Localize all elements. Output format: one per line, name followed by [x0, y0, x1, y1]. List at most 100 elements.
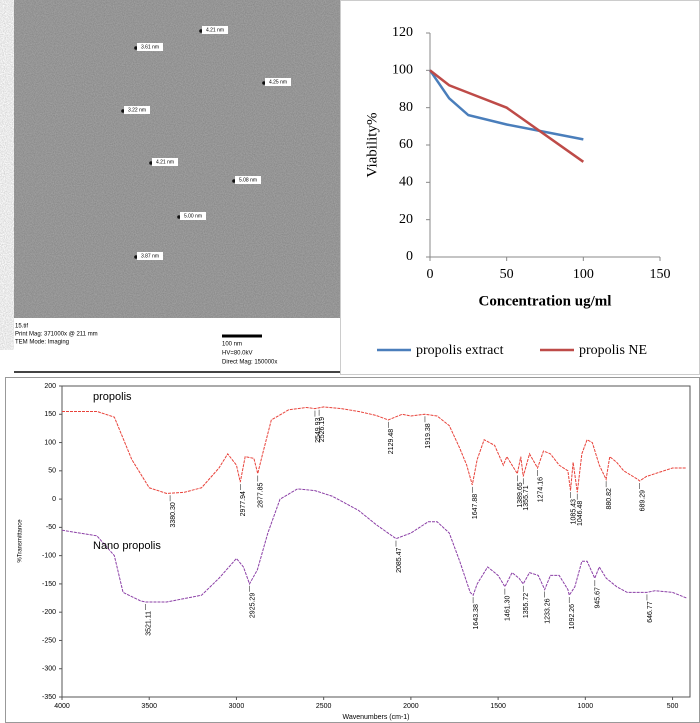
series-line — [62, 406, 687, 494]
particle — [149, 161, 153, 165]
x-tick-label: 3000 — [229, 703, 245, 710]
peak-label: 2085.47 — [396, 548, 403, 573]
particle-label: 5.08 nm — [239, 177, 257, 183]
y-tick-label: 80 — [399, 100, 413, 115]
plot-frame — [61, 385, 691, 698]
x-tick-label: 3500 — [141, 703, 157, 710]
y-tick-label: -250 — [42, 637, 56, 644]
x-tick-label: 2000 — [403, 703, 419, 710]
particle — [199, 29, 203, 33]
particle-label: 4.25 nm — [269, 79, 287, 85]
particle — [262, 81, 266, 85]
series-line — [429, 69, 585, 163]
particle-label: 4.21 nm — [206, 27, 224, 33]
tem-caption-bg — [14, 318, 340, 374]
y-tick-label: -150 — [42, 581, 56, 588]
y-tick-label: 60 — [399, 137, 413, 152]
x-tick-label: 100 — [573, 267, 594, 282]
peak-label: 2526.19 — [319, 417, 326, 442]
particle — [232, 179, 236, 183]
y-tick-label: -200 — [42, 609, 56, 616]
particle — [121, 109, 125, 113]
peak-label: 1355.71 — [523, 485, 530, 510]
peak-label: 3380.30 — [170, 502, 177, 527]
y-axis-title: Viability% — [364, 113, 380, 178]
label-box — [235, 176, 261, 184]
viability-panel — [340, 0, 700, 375]
particle-label: 3.87 nm — [141, 253, 159, 259]
x-tick-label: 50 — [500, 267, 514, 282]
peak-label: 880.82 — [606, 488, 613, 510]
label-box — [124, 106, 150, 114]
series-label: propolis — [93, 391, 132, 403]
y-tick-label: 100 — [392, 63, 413, 78]
peak-label: 1092.26 — [569, 604, 576, 629]
peak-label: 3521.11 — [145, 611, 152, 636]
tem-caption: 100 nm — [222, 342, 242, 348]
peak-label: 1355.72 — [523, 593, 530, 618]
label-box — [137, 43, 163, 51]
series-line — [61, 488, 687, 603]
peak-label: 1274.16 — [537, 477, 544, 502]
y-tick-label: 150 — [44, 411, 56, 418]
x-tick-label: 1500 — [490, 703, 506, 710]
y-tick-label: 200 — [44, 383, 56, 390]
tem-caption: TEM Mode: Imaging — [15, 340, 69, 346]
peak-label: 2549.93 — [315, 418, 322, 443]
legend-label: propolis NE — [579, 343, 647, 358]
x-axis-title: Wavenumbers (cm-1) — [342, 714, 409, 721]
x-tick-label: 2500 — [316, 703, 332, 710]
x-tick-label: 150 — [650, 267, 671, 282]
peak-label: 1919.38 — [425, 423, 432, 448]
peak-label: 945.67 — [595, 587, 602, 609]
particle-label: 3.61 nm — [141, 44, 159, 50]
x-axis-title: Concentration ug/ml — [479, 293, 612, 309]
tem-caption: Direct Mag: 150000x — [222, 360, 277, 366]
label-box — [265, 78, 291, 86]
peak-label: 2877.85 — [258, 482, 265, 507]
peak-label: 1461.30 — [505, 596, 512, 621]
y-tick-label: 100 — [44, 439, 56, 446]
peak-label: 1085.43 — [570, 499, 577, 524]
y-tick-label: 0 — [406, 249, 413, 264]
y-tick-label: 120 — [392, 25, 413, 40]
peak-label: 1389.65 — [517, 482, 524, 507]
series-label: Nano propolis — [93, 540, 161, 552]
y-tick-label: 50 — [48, 468, 56, 475]
peak-label: 2925.29 — [249, 593, 256, 618]
x-tick-label: 4000 — [54, 703, 70, 710]
peak-label: 1046.48 — [577, 501, 584, 526]
y-tick-label: 40 — [399, 175, 413, 190]
legend-label: propolis extract — [416, 343, 504, 358]
label-box — [202, 26, 228, 34]
particle-label: 5.00 nm — [184, 213, 202, 219]
particle — [134, 46, 138, 50]
series-line — [428, 69, 584, 141]
peak-label: 1647.88 — [472, 494, 479, 519]
label-box — [137, 252, 163, 260]
y-tick-label: -350 — [42, 694, 56, 701]
peak-label: 689.29 — [639, 490, 646, 512]
particle-label: 3.22 nm — [128, 107, 146, 113]
peak-label: 646.77 — [647, 601, 654, 623]
peak-label: 2129.48 — [388, 429, 395, 454]
peak-label: 1233.26 — [544, 598, 551, 623]
particle-label: 4.21 nm — [156, 159, 174, 165]
particle — [177, 215, 181, 219]
peak-label: 1643.38 — [473, 604, 480, 629]
label-box — [180, 212, 206, 220]
tem-panel: 3.61 nm 4.21 nm 4.25 nm 3.22 nm 4.21 nm 5.08 … — [14, 0, 340, 374]
particle — [134, 255, 138, 259]
y-tick-label: 0 — [52, 496, 56, 503]
label-box — [152, 158, 178, 166]
y-axis-title: %Transmittance — [18, 519, 24, 563]
y-tick-label: -300 — [42, 666, 56, 673]
tem-caption: 15.tif — [15, 324, 28, 330]
x-tick-label: 500 — [667, 703, 679, 710]
y-tick-label: 20 — [399, 212, 413, 227]
tem-caption: Print Mag: 371000x @ 211 mm — [15, 332, 98, 338]
y-tick-label: -50 — [46, 524, 56, 531]
tem-caption: HV=80.0kV — [222, 351, 253, 357]
x-tick-label: 0 — [427, 267, 434, 282]
